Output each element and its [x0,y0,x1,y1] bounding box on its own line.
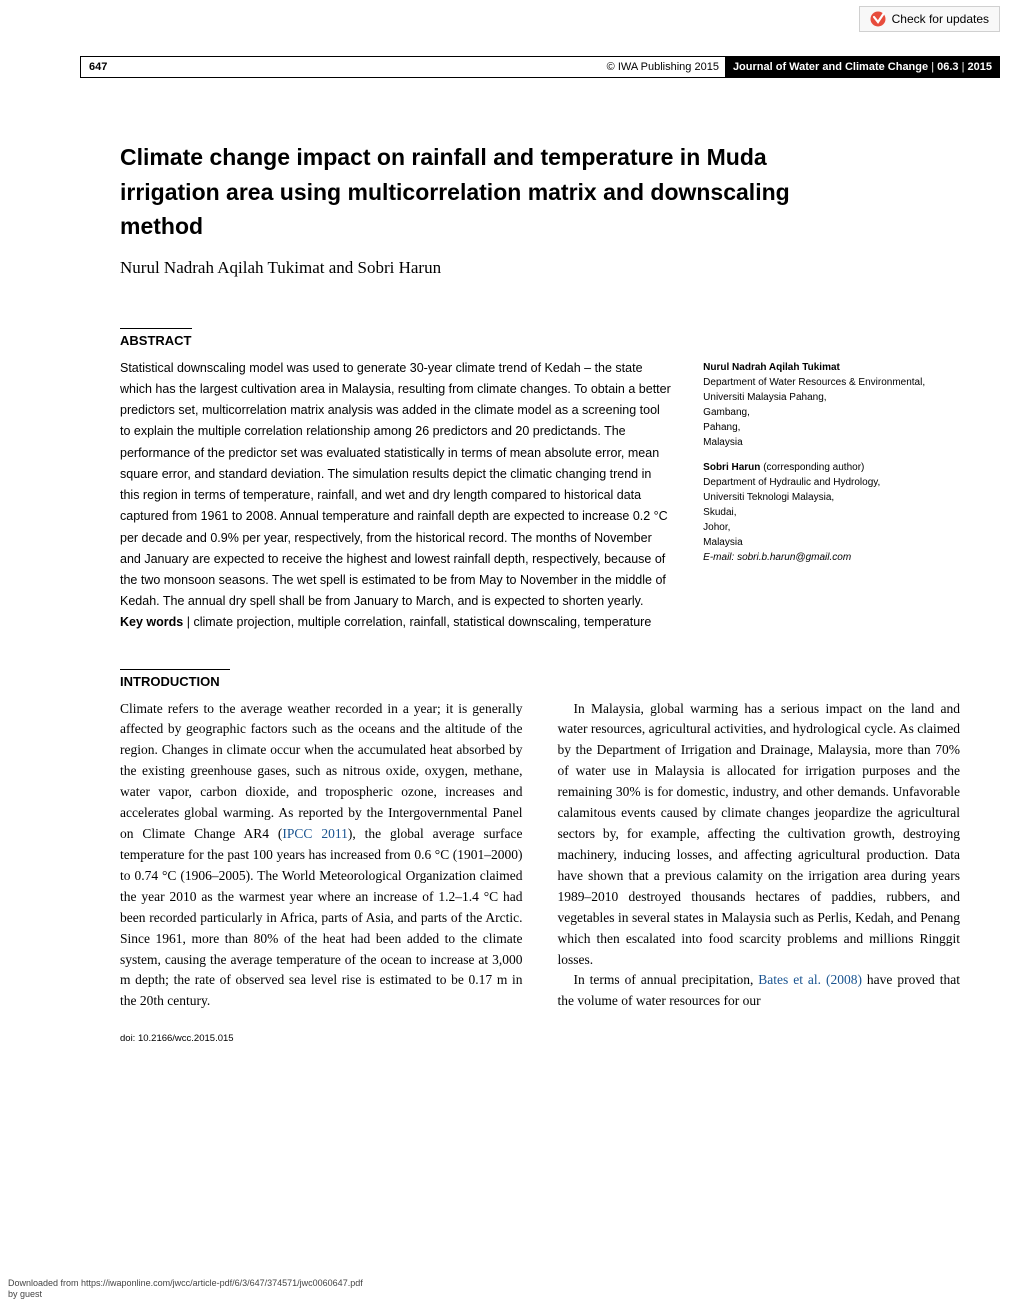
abstract-heading: ABSTRACT [120,328,192,348]
check-updates-button[interactable]: Check for updates [859,6,1000,32]
citation-link[interactable]: IPCC 2011 [282,826,347,841]
affil-author-1: Nurul Nadrah Aqilah Tukimat [703,362,840,373]
affiliation-2: Sobri Harun (corresponding author) Depar… [703,460,960,565]
check-updates-label: Check for updates [892,12,989,26]
affiliation-1: Nurul Nadrah Aqilah Tukimat Department o… [703,360,960,450]
affiliations-block: Nurul Nadrah Aqilah Tukimat Department o… [703,358,960,629]
introduction-body: Climate refers to the average weather re… [120,699,960,1048]
intro-column-1: Climate refers to the average weather re… [120,699,523,1048]
introduction-heading: INTRODUCTION [120,669,230,689]
article-title: Climate change impact on rainfall and te… [120,140,840,244]
page-header: 647 © IWA Publishing 2015 Journal of Wat… [80,56,1000,78]
copyright-text: © IWA Publishing 2015 [607,61,719,73]
download-footer: Downloaded from https://iwaponline.com/j… [8,1278,363,1301]
keywords-line: Key words | climate projection, multiple… [120,615,673,629]
citation-link[interactable]: Bates et al. (2008) [758,972,862,987]
journal-banner: Journal of Water and Climate Change | 06… [725,56,1000,78]
crossmark-icon [870,11,886,27]
article-authors: Nurul Nadrah Aqilah Tukimat and Sobri Ha… [120,258,960,278]
affil-role: (corresponding author) [763,462,864,473]
keywords-label: Key words [120,615,183,629]
doi-text: doi: 10.2166/wcc.2015.015 [120,1032,523,1047]
page-number: 647 [89,61,107,73]
abstract-body: Statistical downscaling model was used t… [120,358,673,613]
keywords-text: climate projection, multiple correlation… [193,615,651,629]
affil-author-2: Sobri Harun [703,462,760,473]
intro-column-2: In Malaysia, global warming has a seriou… [558,699,961,1048]
